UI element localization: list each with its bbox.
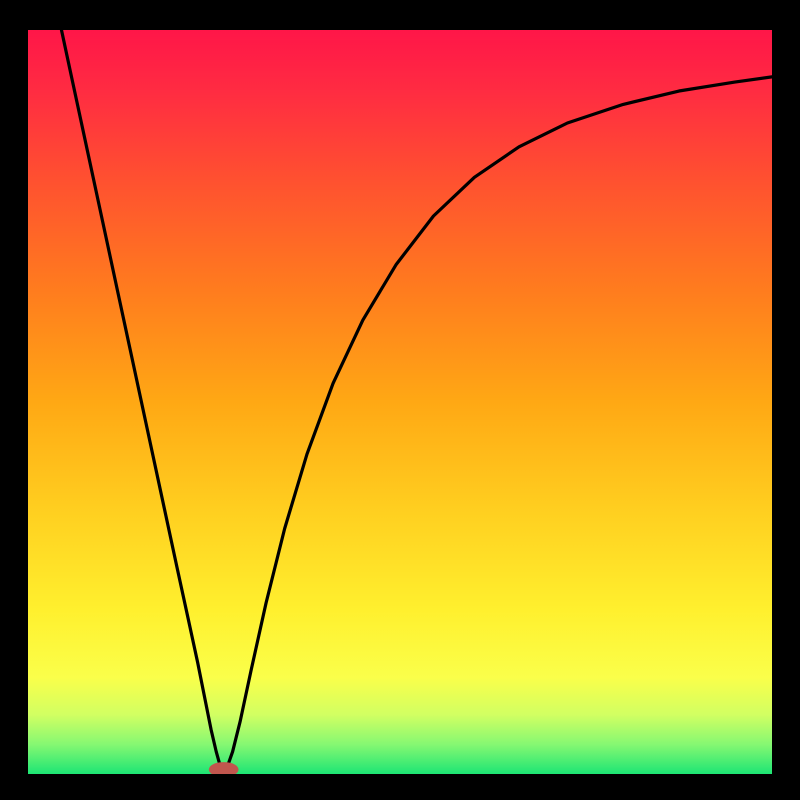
watermark-text: TheBottleneck.com bbox=[559, 6, 770, 32]
chart-container: { "watermark": { "text": "TheBottleneck.… bbox=[0, 0, 800, 800]
minimum-marker bbox=[209, 762, 239, 774]
plot-svg bbox=[28, 30, 772, 774]
plot-area bbox=[28, 30, 772, 774]
bottleneck-curve bbox=[61, 30, 772, 771]
